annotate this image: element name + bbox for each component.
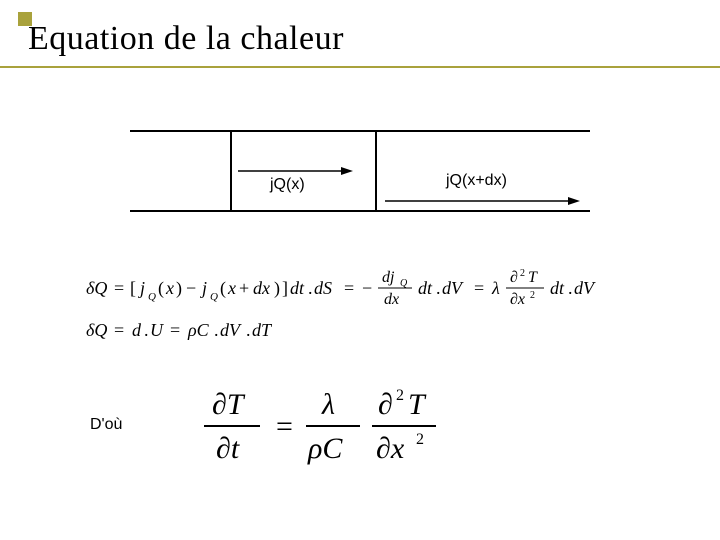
svg-text:Q: Q <box>148 291 156 303</box>
page-title: Equation de la chaleur <box>28 20 344 58</box>
svg-text:∂: ∂ <box>510 269 518 286</box>
svg-text:]: ] <box>282 278 288 298</box>
svg-text:dt: dt <box>290 278 305 298</box>
svg-text:+: + <box>239 278 249 298</box>
svg-text:T: T <box>408 388 427 421</box>
flux-diagram: jQ(x) jQ(x+dx) <box>130 130 590 220</box>
diagram-right-divider <box>375 130 377 210</box>
svg-text:dV: dV <box>574 278 596 298</box>
svg-text:): ) <box>274 278 280 299</box>
svg-text:dt: dt <box>550 278 565 298</box>
svg-text:.: . <box>214 320 219 340</box>
svg-text:dx: dx <box>253 278 270 298</box>
svg-text:δQ: δQ <box>86 320 107 340</box>
svg-text:Q: Q <box>400 278 408 289</box>
svg-text:j: j <box>200 278 207 298</box>
diagram-top-line <box>130 130 590 132</box>
svg-text:2: 2 <box>530 290 535 301</box>
svg-text:=: = <box>474 278 484 298</box>
svg-text:2: 2 <box>520 268 525 279</box>
svg-text:2: 2 <box>396 387 404 404</box>
svg-text:.: . <box>436 278 441 298</box>
svg-text:T: T <box>528 269 538 286</box>
svg-text:U: U <box>150 320 164 340</box>
svg-text:ρC: ρC <box>187 320 210 340</box>
svg-text:∂x: ∂x <box>510 291 525 308</box>
equation-dq-du: δQ = d . U = ρC . dV . dT <box>86 318 346 344</box>
svg-text:∂T: ∂T <box>212 388 246 421</box>
svg-text:−: − <box>186 278 196 298</box>
svg-text:.: . <box>568 278 573 298</box>
svg-text:(: ( <box>220 278 226 299</box>
diagram-left-divider <box>230 130 232 210</box>
svg-text:d: d <box>132 320 142 340</box>
svg-text:λ: λ <box>321 388 335 421</box>
title-underline <box>0 66 720 68</box>
svg-text:dT: dT <box>252 320 273 340</box>
svg-text:ρC: ρC <box>307 432 343 465</box>
svg-text:=: = <box>170 320 180 340</box>
svg-text:x: x <box>227 278 236 298</box>
svg-text:x: x <box>165 278 174 298</box>
svg-text:=: = <box>114 320 124 340</box>
equation-dq-flux: δQ = [ j Q ( x ) − j Q ( x + dx ) ] dt .… <box>86 268 656 310</box>
svg-text:dx: dx <box>384 291 399 308</box>
svg-text:Q: Q <box>210 291 218 303</box>
svg-text:−: − <box>362 278 372 298</box>
svg-text:=: = <box>114 278 124 298</box>
arrow-left <box>238 166 353 176</box>
svg-text:λ: λ <box>491 278 500 298</box>
svg-text:dS: dS <box>314 278 332 298</box>
svg-text:dV: dV <box>220 320 242 340</box>
label-jqxdx: jQ(x+dx) <box>446 172 507 190</box>
arrow-right <box>385 196 580 206</box>
svg-text:∂x: ∂x <box>376 432 405 465</box>
svg-text:dt: dt <box>418 278 433 298</box>
svg-text:δQ: δQ <box>86 278 107 298</box>
svg-text:=: = <box>276 410 293 443</box>
note-dou: D'où <box>90 416 122 434</box>
svg-text:dj: dj <box>382 269 395 286</box>
svg-text:∂: ∂ <box>378 388 393 421</box>
svg-text:∂t: ∂t <box>216 432 240 465</box>
svg-text:.: . <box>308 278 313 298</box>
diagram-bottom-line <box>130 210 590 212</box>
svg-text:[: [ <box>130 278 136 298</box>
svg-text:dV: dV <box>442 278 464 298</box>
svg-text:.: . <box>246 320 251 340</box>
svg-text:.: . <box>144 320 149 340</box>
svg-text:j: j <box>138 278 145 298</box>
label-jqx: jQ(x) <box>270 176 305 194</box>
svg-text:=: = <box>344 278 354 298</box>
equation-heat: ∂T ∂t = λ ρC ∂ 2 T ∂x 2 <box>200 380 520 480</box>
svg-text:): ) <box>176 278 182 299</box>
svg-text:2: 2 <box>416 431 424 448</box>
svg-text:(: ( <box>158 278 164 299</box>
